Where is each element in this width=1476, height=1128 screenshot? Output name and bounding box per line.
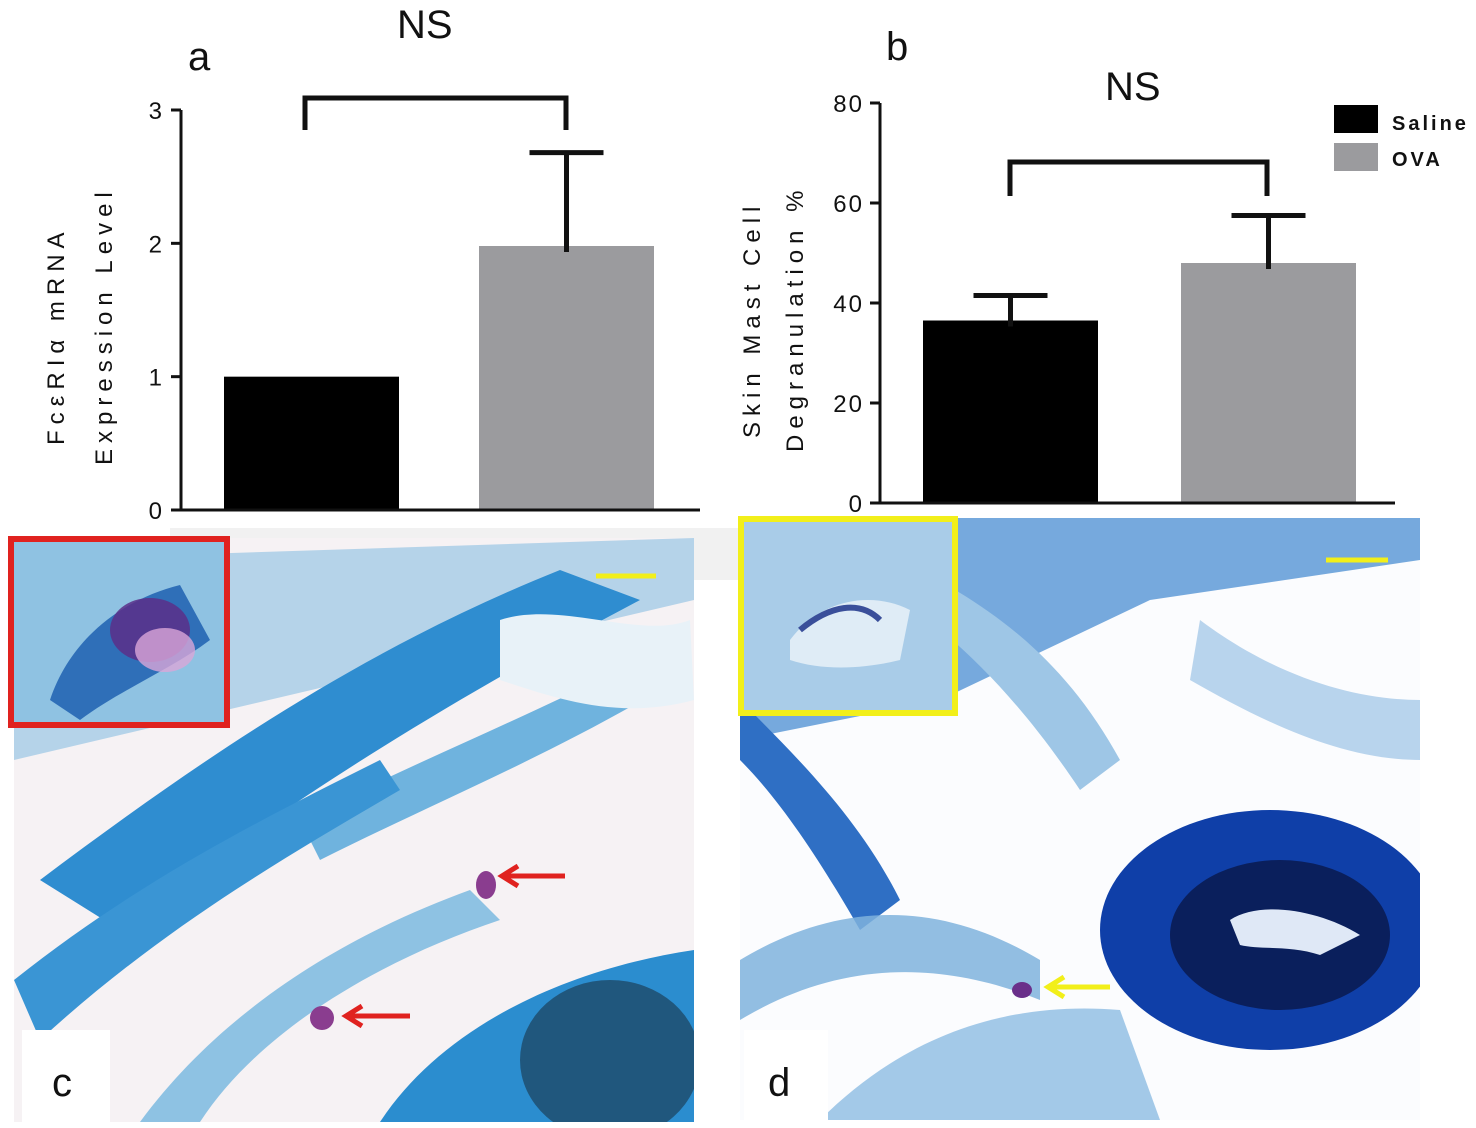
legend-label-ova: OVA xyxy=(1392,149,1443,171)
error-bar-b-saline xyxy=(973,293,1048,327)
panel-label-a: a xyxy=(188,35,211,79)
bar-b-ova xyxy=(1181,263,1356,503)
y-tick-label-a-2: 2 xyxy=(149,231,164,258)
y-ticks-a: 0 1 2 3 xyxy=(149,98,181,525)
panel-label-d-box xyxy=(744,1030,828,1122)
legend: Saline OVA xyxy=(1334,105,1469,171)
significance-label-b: NS xyxy=(1105,65,1161,109)
arrow-c-2 xyxy=(341,1003,410,1029)
y-axis-title-b-line1: Skin Mast Cell xyxy=(739,201,766,438)
significance-bracket-b xyxy=(1007,159,1270,196)
y-tick-label-b-40: 40 xyxy=(833,291,864,318)
y-tick-label-b-20: 20 xyxy=(833,391,864,418)
chart-b: b NS Skin Mast Cell Degranulation % 0 20 4… xyxy=(739,25,1469,518)
y-tick-label-a-0: 0 xyxy=(149,498,164,525)
error-bar-b-ova xyxy=(1231,213,1306,269)
panel-label-b: b xyxy=(886,25,908,69)
micrograph-d: d xyxy=(738,516,1420,1122)
y-tick-label-b-60: 60 xyxy=(833,191,864,218)
significance-label-a: NS xyxy=(397,3,453,47)
y-ticks-b: 0 20 40 60 80 xyxy=(833,91,880,518)
bar-a-ova xyxy=(479,246,654,510)
bar-a-saline xyxy=(224,376,399,510)
panel-label-c-box xyxy=(22,1030,110,1122)
panel-label-c: c xyxy=(52,1061,72,1105)
chart-a: a NS FcεRIα mRNA Expression Level 0 1 2 3 xyxy=(43,3,700,525)
arrow-d xyxy=(1043,974,1110,1000)
inset-c-frame xyxy=(8,536,230,728)
y-axis-title-b-line2: Degranulation % xyxy=(782,185,809,452)
y-axis-title-a-line1: FcεRIα mRNA xyxy=(43,226,70,445)
legend-swatch-saline xyxy=(1334,105,1378,133)
y-axis-title-a-line2: Expression Level xyxy=(91,186,118,465)
y-tick-label-b-0: 0 xyxy=(849,491,864,518)
y-tick-label-a-1: 1 xyxy=(149,365,164,392)
bars-b xyxy=(923,213,1356,503)
error-bar-a-ova xyxy=(529,150,604,252)
y-tick-label-a-3: 3 xyxy=(149,98,164,125)
inset-d-frame xyxy=(738,516,958,716)
panel-label-d: d xyxy=(768,1061,790,1105)
micrograph-c: c xyxy=(8,536,694,1122)
legend-label-saline: Saline xyxy=(1392,113,1469,135)
y-tick-label-b-80: 80 xyxy=(833,91,864,118)
bar-b-saline xyxy=(923,320,1098,503)
bars-a xyxy=(224,150,654,510)
arrow-c-1 xyxy=(497,863,565,889)
significance-bracket-a xyxy=(302,95,569,130)
legend-swatch-ova xyxy=(1334,143,1378,171)
